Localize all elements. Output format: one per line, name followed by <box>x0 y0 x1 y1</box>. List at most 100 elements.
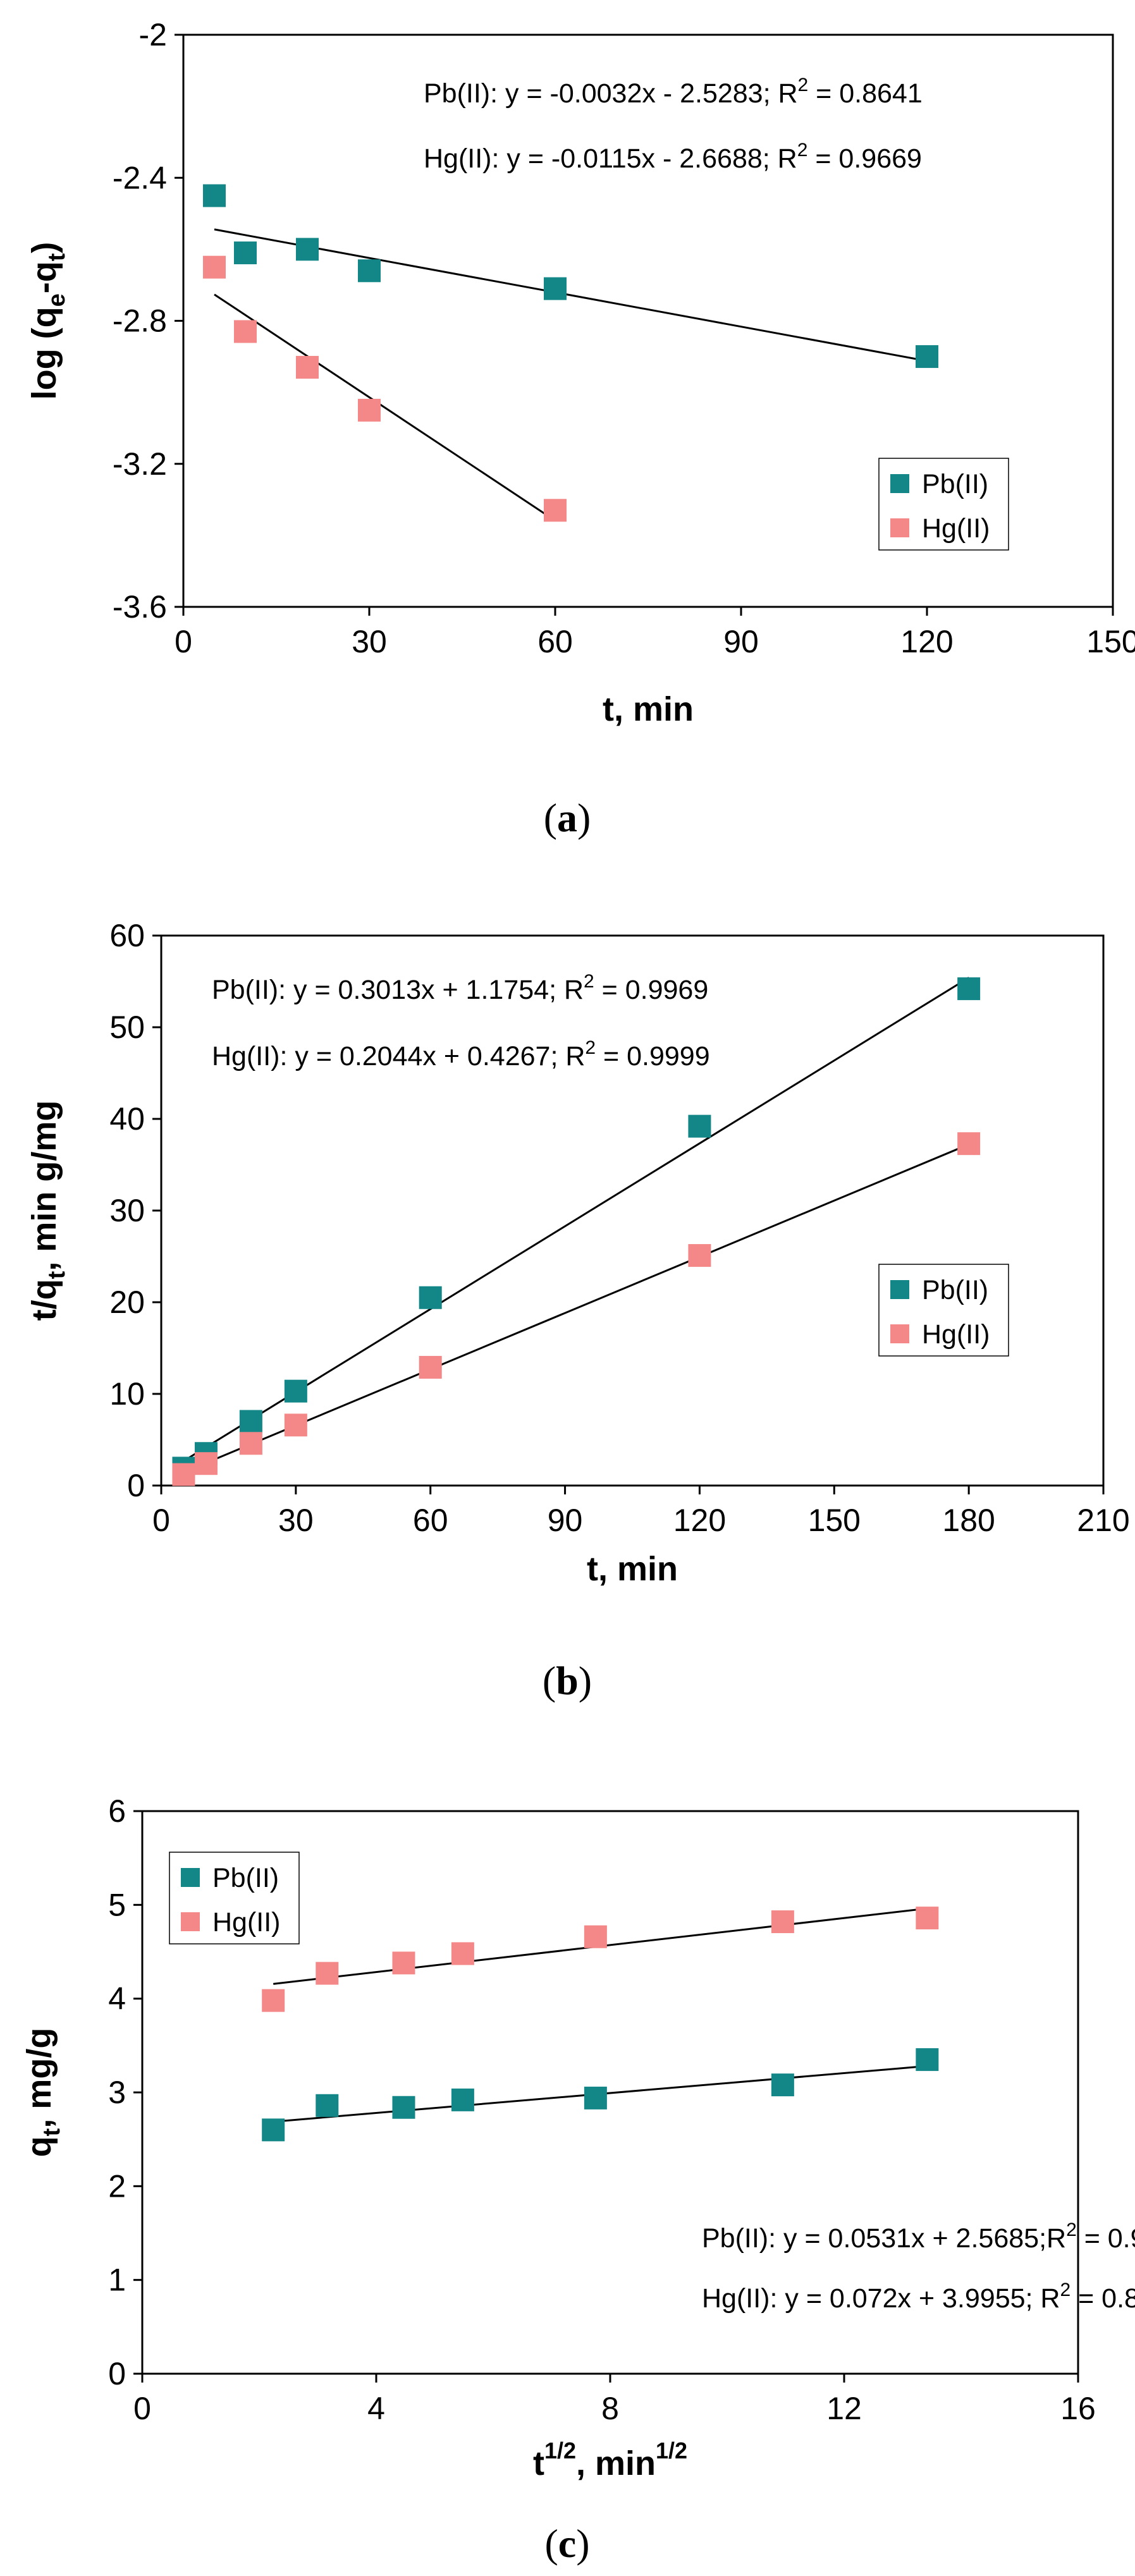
y-tick-label: 5 <box>108 1887 126 1922</box>
panel-caption: (b) <box>543 1658 592 1703</box>
y-tick-label: 20 <box>109 1285 145 1320</box>
panel-caption: (a) <box>544 795 591 840</box>
data-point-pbii <box>239 1410 262 1433</box>
y-tick-label: 0 <box>108 2356 126 2391</box>
data-point-hgii <box>203 255 226 279</box>
x-axis-label: t1/2, min1/2 <box>533 2438 687 2482</box>
data-point-pbii <box>234 241 257 265</box>
x-tick-label: 30 <box>352 624 387 659</box>
data-point-hgii <box>392 1951 415 1975</box>
plot-frame <box>160 934 1105 1487</box>
data-point-pbii <box>284 1379 307 1403</box>
legend: Pb(II) Hg(II) <box>169 1852 300 1944</box>
data-point-hgii <box>172 1463 195 1486</box>
data-point-hgii <box>916 1907 939 1930</box>
data-point-pbii <box>451 2088 474 2111</box>
regression-equation: Hg(II): y = 0.072x + 3.9955; R2 = 0.8764 <box>702 2280 1135 2314</box>
chart-panel-a: -2 -2.4 -2.8 -3.2 -3.60 30 60 90 120 150 t, min log… <box>25 17 1135 840</box>
x-tick-label: 60 <box>413 1503 448 1538</box>
data-point-hgii <box>957 1132 981 1156</box>
data-point-pbii <box>544 277 567 300</box>
trendline-hgii <box>183 1143 969 1474</box>
data-point-pbii <box>688 1114 711 1138</box>
data-point-pbii <box>584 2086 607 2109</box>
legend: Pb(II) Hg(II) <box>878 1264 1009 1357</box>
data-point-hgii <box>284 1413 307 1437</box>
y-axis-label: t/qt, min g/mg <box>25 1101 70 1321</box>
regression-equation: Hg(II): y = -0.0115x - 2.6688; R2 = 0.96… <box>424 140 922 174</box>
data-point-hgii <box>234 320 257 343</box>
legend-label: Hg(II) <box>212 1907 281 1938</box>
y-tick-label: -3.6 <box>113 589 167 625</box>
chart-panel-b: 0 10 20 30 40 50 60 0 30 60 90 120 150 180 210 t, min t/… <box>25 918 1130 1703</box>
legend-label: Pb(II) <box>922 1275 988 1305</box>
data-point-pbii <box>316 2094 339 2117</box>
y-tick-label: 60 <box>109 918 145 953</box>
y-tick-label: -2 <box>139 17 167 52</box>
y-tick-label: 2 <box>108 2168 126 2204</box>
data-point-pbii <box>203 184 226 207</box>
legend-swatch <box>890 474 909 493</box>
data-point-hgii <box>451 1942 474 1965</box>
trendline-hgii <box>214 293 556 522</box>
data-point-hgii <box>316 1962 339 1985</box>
x-tick-label: 180 <box>942 1503 995 1538</box>
data-point-hgii <box>544 499 567 522</box>
data-point-pbii <box>771 2073 794 2097</box>
data-point-hgii <box>584 1925 607 1948</box>
data-point-pbii <box>419 1286 442 1309</box>
regression-equation: Pb(II): y = 0.0531x + 2.5685;R2 = 0.907 <box>702 2219 1135 2254</box>
y-tick-label: 6 <box>108 1793 126 1829</box>
regression-equation: Pb(II): y = 0.3013x + 1.1754; R2 = 0.996… <box>212 971 708 1005</box>
y-tick-label: -2.4 <box>113 160 167 195</box>
y-tick-label: 40 <box>109 1101 145 1137</box>
x-tick-label: 0 <box>133 2391 151 2426</box>
legend-swatch <box>890 518 909 537</box>
x-tick-label: 0 <box>175 624 192 659</box>
x-tick-label: 210 <box>1077 1503 1129 1538</box>
data-point-pbii <box>957 977 981 1001</box>
x-tick-label: 8 <box>601 2391 619 2426</box>
regression-equation: Hg(II): y = 0.2044x + 0.4267; R2 = 0.999… <box>212 1037 710 1071</box>
x-tick-label: 4 <box>367 2391 385 2426</box>
legend-label: Pb(II) <box>212 1863 279 1893</box>
data-point-hgii <box>194 1452 218 1475</box>
data-point-hgii <box>296 356 319 379</box>
data-point-hgii <box>358 398 381 422</box>
data-point-hgii <box>688 1244 711 1267</box>
y-axis-label: log (qe-qt) <box>25 242 70 400</box>
x-tick-label: 60 <box>537 624 573 659</box>
y-tick-label: 10 <box>109 1376 145 1412</box>
legend-swatch <box>181 1912 200 1931</box>
x-tick-label: 12 <box>826 2391 862 2426</box>
data-point-hgii <box>262 1989 285 2012</box>
x-tick-label: 16 <box>1060 2391 1096 2426</box>
legend-label: Hg(II) <box>922 1319 990 1350</box>
data-point-hgii <box>419 1355 442 1379</box>
data-point-hgii <box>771 1910 794 1934</box>
x-tick-label: 120 <box>673 1503 726 1538</box>
data-point-hgii <box>239 1432 262 1455</box>
data-point-pbii <box>916 345 938 369</box>
x-axis-label: t, min <box>587 1550 678 1588</box>
x-tick-label: 150 <box>808 1503 861 1538</box>
legend-swatch <box>890 1280 909 1299</box>
trendline-pbii <box>214 228 928 362</box>
y-tick-label: 1 <box>108 2262 126 2298</box>
y-tick-label: 30 <box>109 1193 145 1228</box>
x-tick-label: 0 <box>152 1503 170 1538</box>
y-tick-label: 50 <box>109 1010 145 1045</box>
legend-label: Pb(II) <box>922 469 988 499</box>
data-point-pbii <box>392 2096 415 2119</box>
y-tick-label: 3 <box>108 2075 126 2110</box>
regression-equation: Pb(II): y = -0.0032x - 2.5283; R2 = 0.86… <box>424 75 923 109</box>
data-point-pbii <box>262 2118 285 2142</box>
data-point-pbii <box>916 2048 939 2072</box>
x-tick-label: 150 <box>1086 624 1135 659</box>
y-tick-label: 0 <box>127 1468 145 1503</box>
panel-caption: (c) <box>544 2521 589 2566</box>
x-tick-label: 30 <box>278 1503 314 1538</box>
y-axis-label: qt, mg/g <box>20 2028 65 2158</box>
